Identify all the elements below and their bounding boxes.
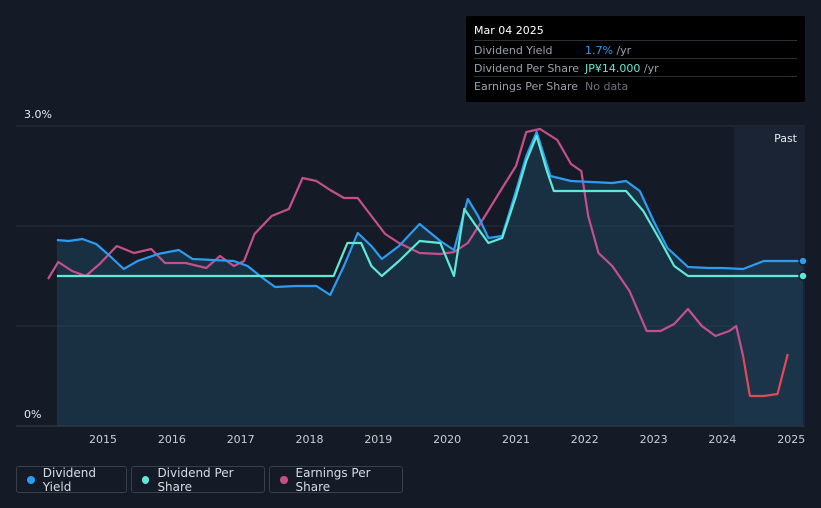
x-tick-label: 2024: [708, 433, 736, 446]
dividend-per-share-end-marker: [798, 271, 808, 281]
y-tick-label: 3.0%: [24, 108, 52, 121]
tooltip-label: Earnings Per Share: [474, 80, 579, 93]
dividend-yield-end-marker: [798, 256, 808, 266]
x-tick-label: 2020: [433, 433, 461, 446]
tooltip-label: Dividend Yield: [474, 44, 553, 57]
legend-dot-icon: [280, 475, 288, 484]
tooltip-row-dividend-yield: Dividend Yield 1.7% /yr: [474, 40, 797, 59]
x-tick-label: 2016: [158, 433, 186, 446]
legend-label: Earnings Per Share: [295, 465, 371, 494]
series-areas: [56, 132, 803, 426]
tooltip-value: JP¥14.000 /yr: [585, 62, 659, 75]
legend-label: Dividend Per Share: [157, 465, 234, 494]
tooltip-value: 1.7% /yr: [585, 44, 632, 57]
gridlines: [16, 125, 805, 427]
x-axis-labels: 2015 2016 2017 2018 2019 2020 2021 2022 2023 2024…: [89, 433, 805, 446]
y-tick-label: 0%: [24, 408, 41, 421]
tooltip-row-earnings-per-share: Earnings Per Share No data: [474, 76, 797, 95]
earnings-per-share-line-recent: [742, 353, 789, 398]
legend-dot-icon: [27, 475, 35, 484]
tooltip-row-dividend-per-share: Dividend Per Share JP¥14.000 /yr: [474, 58, 797, 77]
dividend-per-share-line: [56, 134, 803, 278]
x-tick-label: 2023: [640, 433, 668, 446]
legend-item-dividend-yield[interactable]: Dividend Yield: [16, 465, 127, 494]
x-tick-label: 2021: [502, 433, 530, 446]
x-tick-label: 2017: [227, 433, 255, 446]
series-end-markers: [798, 256, 808, 281]
tooltip-panel: Mar 04 2025 Dividend Yield 1.7% /yr Divi…: [466, 16, 805, 102]
tooltip-label: Dividend Per Share: [474, 62, 580, 75]
x-tick-label: 2019: [364, 433, 392, 446]
series-lines: [47, 127, 803, 398]
x-tick-label: 2018: [296, 433, 324, 446]
earnings-per-share-line: [47, 127, 745, 357]
dividend-yield-line: [56, 130, 803, 297]
x-tick-label: 2015: [89, 433, 117, 446]
x-tick-label: 2025: [777, 433, 805, 446]
past-label: Past: [774, 132, 798, 145]
legend-dot-icon: [142, 475, 150, 484]
x-tick-label: 2022: [571, 433, 599, 446]
legend-label: Dividend Yield: [42, 465, 97, 494]
tooltip-date: Mar 04 2025: [474, 24, 544, 37]
legend-item-earnings-per-share[interactable]: Earnings Per Share: [269, 465, 403, 494]
y-axis-labels: 3.0% 0%: [24, 108, 52, 421]
legend-item-dividend-per-share[interactable]: Dividend Per Share: [131, 465, 265, 494]
dividend-yield-area: [56, 132, 803, 426]
tooltip-value: No data: [585, 80, 629, 93]
